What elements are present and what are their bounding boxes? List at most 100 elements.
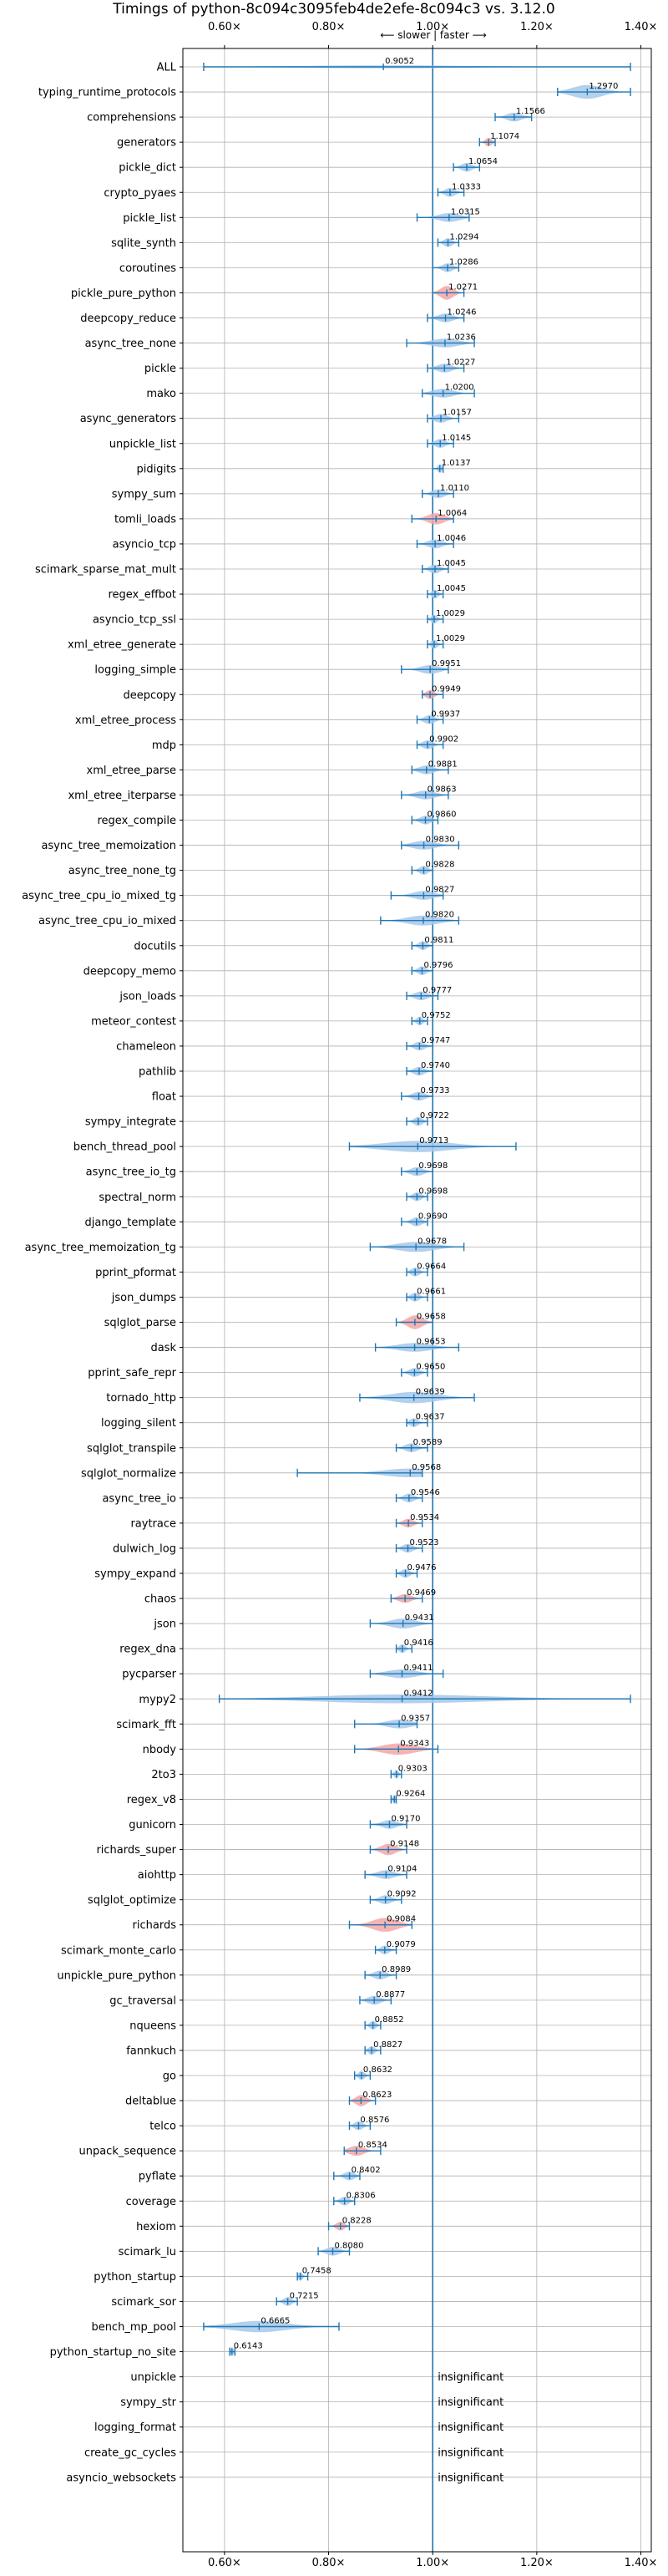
value-label: 0.9722 (420, 1111, 449, 1120)
category-label: pyflate (139, 2171, 176, 2183)
value-label: 1.0145 (442, 434, 471, 443)
x-tick-label-top: 1.40× (625, 21, 658, 33)
marks-layer (203, 63, 631, 2356)
category-label: sqlglot_transpile (87, 1442, 176, 1455)
category-label: sqlglot_normalize (81, 1467, 176, 1480)
value-label: 1.2970 (589, 82, 618, 91)
category-label: coroutines (119, 262, 176, 275)
value-label: 0.9827 (425, 886, 454, 895)
value-label: 1.0246 (448, 308, 477, 318)
value-label: 0.9661 (417, 1287, 446, 1296)
value-label: 0.9937 (431, 709, 460, 719)
category-label: deepcopy_reduce (80, 312, 176, 325)
category-label: sqlite_synth (111, 237, 176, 250)
x-tick-label-top: 0.80× (312, 21, 346, 33)
category-label: typing_runtime_protocols (38, 87, 176, 99)
value-label: 0.9079 (387, 1940, 416, 1949)
category-label: async_tree_memoization_tg (25, 1242, 176, 1254)
value-label: 0.9902 (429, 734, 458, 744)
category-label: telco (149, 2121, 176, 2133)
value-label: 1.0137 (442, 459, 471, 468)
value-label: 0.9357 (401, 1714, 430, 1723)
value-label: 0.9546 (411, 1488, 440, 1497)
category-label: generators (117, 137, 176, 150)
category-label: sympy_integrate (85, 1116, 176, 1129)
value-label: 0.9860 (427, 810, 456, 820)
value-label: 0.9343 (400, 1739, 429, 1748)
value-label: 0.9104 (387, 1865, 417, 1874)
category-label: spectral_norm (99, 1191, 176, 1204)
value-label: 0.8989 (382, 1965, 411, 1974)
value-label: 0.9052 (385, 57, 414, 66)
value-label: 0.9747 (421, 1036, 450, 1045)
category-label: logging_simple (94, 664, 176, 677)
category-label: pycparser (122, 1669, 176, 1681)
category-label: async_tree_memoization (41, 840, 176, 852)
category-label: aiohttp (138, 1869, 176, 1882)
value-label: 0.9523 (409, 1538, 438, 1547)
category-label: gunicorn (129, 1819, 176, 1832)
value-label: 0.8877 (376, 1990, 405, 1999)
category-label: deepcopy (123, 689, 176, 702)
category-label: dulwich_log (113, 1542, 176, 1555)
value-label: 0.9951 (432, 659, 461, 668)
category-label: go (163, 2070, 176, 2083)
value-label: 0.8080 (335, 2241, 364, 2250)
value-label: 0.9881 (428, 760, 458, 769)
value-label: 0.6143 (234, 2342, 263, 2351)
value-label: 0.9092 (387, 1890, 417, 1899)
value-label: 0.8632 (363, 2065, 392, 2075)
category-label: async_tree_cpu_io_mixed (38, 915, 176, 927)
direction-label: ⟵ slower | faster ⟶ (380, 29, 487, 41)
category-label: async_generators (80, 413, 177, 425)
value-label: 1.0157 (443, 409, 472, 418)
category-label: pprint_safe_repr (88, 1367, 176, 1379)
category-label: sqlglot_parse (104, 1317, 176, 1329)
category-label: crypto_pyaes (104, 187, 176, 200)
x-tick-label-top: 0.60× (208, 21, 241, 33)
value-label: 0.9650 (416, 1363, 445, 1372)
value-label: 0.9431 (405, 1613, 434, 1623)
category-label: python_startup (94, 2271, 176, 2284)
plot-frame (182, 48, 652, 2553)
insignificant-label: insignificant (438, 2472, 504, 2484)
value-label: 1.0654 (468, 157, 498, 166)
category-label: dask (150, 1342, 176, 1354)
value-label: 0.8534 (358, 2141, 387, 2150)
category-label: regex_v8 (127, 1794, 176, 1806)
value-label: 1.0200 (445, 384, 474, 393)
category-label: python_startup_no_site (50, 2346, 176, 2359)
value-label: 1.0333 (452, 182, 481, 191)
category-label: nbody (143, 1744, 177, 1756)
category-label: async_tree_io (102, 1492, 176, 1505)
value-label: 0.9411 (403, 1664, 433, 1673)
category-label: pickle_dict (119, 162, 176, 175)
value-label: 0.9690 (418, 1212, 448, 1221)
category-label: tornado_http (106, 1392, 176, 1405)
category-label: comprehensions (87, 112, 176, 124)
value-label: 0.7458 (302, 2266, 331, 2275)
value-label: 1.0110 (440, 484, 469, 493)
category-label: regex_dna (119, 1644, 176, 1656)
labels-layer: 0.60× 0.60× 0.80× 0.80× 1.00× 1.00× 1.20× 1.20×… (22, 21, 657, 2569)
value-label: 0.9740 (421, 1061, 450, 1070)
x-tick-label-bottom: 1.20× (520, 2557, 554, 2569)
insignificant-label: insignificant (438, 2371, 504, 2384)
category-label: bench_thread_pool (73, 1141, 176, 1154)
value-label: 0.9658 (417, 1313, 446, 1322)
category-label: async_tree_none_tg (68, 865, 176, 877)
category-label: asyncio_websockets (66, 2472, 176, 2484)
category-label: pathlib (139, 1066, 176, 1079)
category-label: pidigits (137, 463, 177, 475)
category-label: sympy_sum (112, 488, 176, 500)
value-label: 0.8576 (360, 2116, 389, 2125)
value-label: 0.7215 (290, 2291, 319, 2300)
value-label: 1.0315 (451, 207, 480, 216)
category-label: fannkuch (126, 2045, 176, 2057)
value-label: 0.6665 (261, 2317, 290, 2326)
x-tick-label-top: 1.20× (520, 21, 554, 33)
value-label: 0.9589 (413, 1438, 443, 1447)
category-label: chaos (144, 1593, 176, 1606)
category-label: 2to3 (151, 1769, 176, 1781)
